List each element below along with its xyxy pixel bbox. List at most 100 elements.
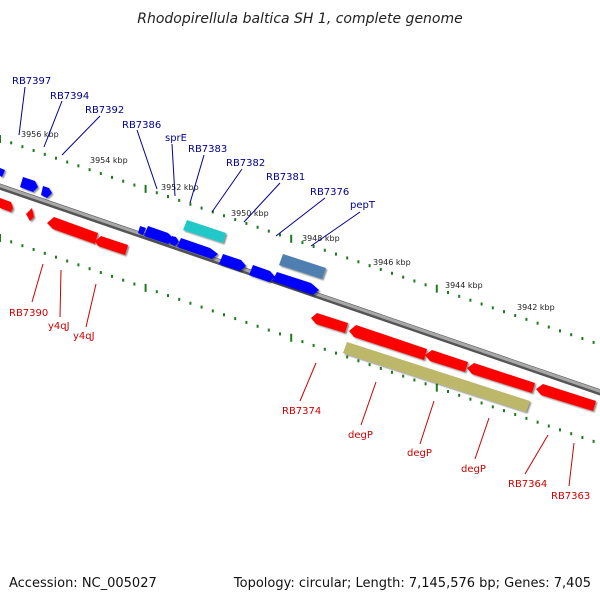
- minor-tick: [469, 298, 472, 302]
- minor-tick: [379, 267, 382, 271]
- gene-arrow[interactable]: [349, 325, 427, 360]
- major-tick: [0, 234, 1, 242]
- gene-label-degp-1[interactable]: degP: [348, 430, 373, 441]
- gene-label-group: RB7374: [282, 362, 321, 417]
- minor-tick: [111, 175, 113, 179]
- gene-arrow[interactable]: [138, 226, 146, 235]
- gene-arrow[interactable]: [0, 198, 13, 212]
- gene-arrow[interactable]: [467, 363, 535, 393]
- scale-label-3946: 3946 kbp: [373, 258, 411, 267]
- minor-tick: [267, 229, 270, 233]
- gene-arrow[interactable]: [95, 236, 128, 255]
- gene-arrow[interactable]: [41, 186, 52, 198]
- minor-tick: [200, 206, 203, 210]
- minor-tick: [581, 337, 584, 341]
- minor-tick: [256, 324, 259, 328]
- gene-label-group: RB7383: [188, 144, 227, 204]
- minor-tick: [66, 259, 69, 263]
- minor-tick: [447, 290, 449, 294]
- gene-label-rb7364[interactable]: RB7364: [508, 479, 547, 490]
- gene-arrow[interactable]: [272, 272, 319, 295]
- minor-tick: [469, 397, 472, 401]
- gene-label-rb7390[interactable]: RB7390: [9, 308, 48, 319]
- major-tick: [435, 383, 438, 392]
- gene-label-y4qj-2[interactable]: y4qJ: [73, 331, 95, 342]
- minor-tick: [570, 432, 573, 436]
- gene-label-rb7394[interactable]: RB7394: [50, 91, 89, 102]
- minor-tick: [223, 214, 225, 218]
- minor-tick: [312, 244, 315, 248]
- minor-tick: [279, 332, 281, 336]
- minor-tick: [581, 436, 584, 440]
- gene-label-group: degP: [348, 381, 377, 441]
- gene-label-pept[interactable]: pepT: [350, 200, 376, 211]
- scale-label-3954: 3954 kbp: [90, 156, 128, 165]
- minor-tick: [43, 152, 46, 156]
- minor-tick: [189, 301, 192, 305]
- gene-arrow[interactable]: [177, 238, 218, 259]
- gene-label-degp-3[interactable]: degP: [461, 464, 486, 475]
- gene-box[interactable]: [343, 342, 530, 412]
- minor-tick: [32, 248, 35, 252]
- gene-label-spre[interactable]: sprE: [165, 133, 187, 144]
- gene-label-group: RB7397: [12, 76, 51, 136]
- gene-label-group: pepT: [310, 200, 376, 247]
- minor-tick: [77, 164, 80, 168]
- gene-arrow[interactable]: [26, 208, 34, 221]
- gene-label-rb7374[interactable]: RB7374: [282, 406, 321, 417]
- gene-arrow[interactable]: [249, 265, 275, 282]
- minor-tick: [234, 317, 237, 321]
- minor-tick: [245, 221, 248, 225]
- gene-label-rb7392[interactable]: RB7392: [85, 105, 124, 116]
- minor-tick: [167, 294, 169, 298]
- minor-tick: [312, 343, 315, 347]
- gene-label-rb7363[interactable]: RB7363: [551, 491, 590, 502]
- gene-label-degp-2[interactable]: degP: [407, 448, 432, 459]
- minor-tick: [267, 328, 270, 332]
- minor-tick: [21, 145, 24, 149]
- gene-box[interactable]: [183, 220, 226, 243]
- minor-tick: [99, 271, 102, 275]
- minor-tick: [525, 317, 528, 321]
- gene-label-rb7386[interactable]: RB7386: [122, 120, 161, 131]
- gene-label-rb7397[interactable]: RB7397: [12, 76, 51, 87]
- minor-tick: [413, 279, 416, 283]
- scale-label-3952: 3952 kbp: [161, 183, 199, 192]
- minor-tick: [570, 333, 573, 337]
- gene-label-rb7381[interactable]: RB7381: [266, 172, 305, 183]
- gene-arrow[interactable]: [20, 177, 38, 192]
- gene-box[interactable]: [279, 254, 326, 279]
- gene-arrow[interactable]: [0, 168, 5, 177]
- scale-label-3942: 3942 kbp: [517, 303, 555, 312]
- gene-label-group: RB7386: [122, 120, 161, 190]
- minor-tick: [424, 382, 427, 386]
- gene-arrow[interactable]: [311, 313, 348, 333]
- minor-tick: [88, 168, 91, 172]
- minor-tick: [43, 251, 46, 255]
- minor-tick: [503, 409, 505, 413]
- gene-arrow[interactable]: [170, 236, 179, 246]
- gene-label-y4qj[interactable]: y4qJ: [48, 321, 70, 332]
- gene-label-rb7382[interactable]: RB7382: [226, 158, 265, 169]
- minor-tick: [234, 218, 237, 222]
- gene-arrow[interactable]: [47, 217, 98, 244]
- gene-arrow[interactable]: [425, 350, 468, 372]
- gene-label-rb7383[interactable]: RB7383: [188, 144, 227, 155]
- minor-tick: [391, 271, 393, 275]
- scale-label-3950: 3950 kbp: [231, 209, 269, 218]
- minor-tick: [559, 428, 561, 432]
- minor-tick: [447, 389, 449, 393]
- gene-arrow[interactable]: [219, 254, 246, 271]
- major-tick: [0, 135, 1, 143]
- gene-arrow[interactable]: [536, 384, 596, 411]
- minor-tick: [189, 202, 192, 206]
- minor-tick: [402, 275, 405, 279]
- gene-label-group: RB7376: [275, 187, 349, 237]
- minor-tick: [525, 416, 528, 420]
- genes-reverse-strand: [0, 198, 596, 412]
- gene-arrow[interactable]: [144, 226, 174, 244]
- gene-label-group: y4qJ: [73, 283, 97, 342]
- minor-tick: [335, 252, 337, 256]
- gene-label-rb7376[interactable]: RB7376: [310, 187, 349, 198]
